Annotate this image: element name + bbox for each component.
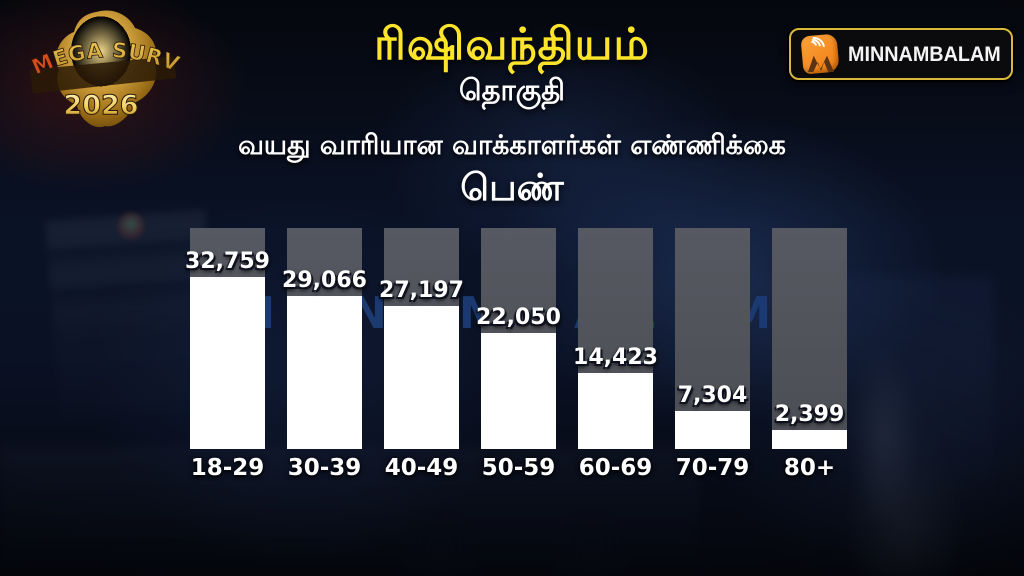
x-axis-label-70-79: 70-79 [675,455,750,481]
bar-column-40-49: 27,197 40-49 [379,228,464,480]
bar-value-label-80+: 2,399 [774,402,845,427]
x-axis-label-40-49: 40-49 [384,455,459,481]
bar-value-label-70-79: 7,304 [677,382,748,408]
mega-survey-2026-logo: MEGA SURVEY 2026 [7,0,186,134]
bar-value-label-40-49: 27,197 [379,277,464,303]
minnambalam-logo: MINNAMBALAM [789,28,1013,80]
background-emblem-glow [118,212,144,242]
x-axis-label-60-69: 60-69 [578,455,653,481]
bar-column-50-59: 22,050 50-59 [476,228,561,480]
bar-fill-18-29 [190,276,265,449]
bar-fill-70-79 [675,410,750,449]
x-axis-label-30-39: 30-39 [287,455,362,481]
bar-column-70-79: 7,304 70-79 [675,228,750,480]
bar-value-label-18-29: 32,759 [185,248,270,274]
bar-chart: 32,759 18-29 29,066 30-39 27,197 40-49 22,050 5… [185,228,847,480]
tamilnadu-gold-map-icon: MEGA SURVEY 2026 [7,0,183,128]
bar-value-label-50-59: 22,050 [476,305,561,330]
x-axis-label-80+: 80+ [783,455,836,481]
minnambalam-m-icon [798,32,840,75]
constituency-title: ரிஷிவந்தியம் [374,19,650,70]
bar-fill-80+ [772,430,847,449]
bar-fill-40-49 [384,305,459,449]
constituency-subtitle: தொகுதி [459,72,565,107]
bar-column-18-29: 32,759 18-29 [185,228,270,480]
x-axis-label-50-59: 50-59 [481,455,556,481]
bar-value-label-30-39: 29,066 [282,268,367,294]
bar-fill-30-39 [287,296,362,449]
bar-column-80+: 2,399 80+ [772,228,847,480]
svg-text:2026: 2026 [63,90,138,121]
x-axis-label-18-29: 18-29 [190,455,265,481]
bar-value-label-60-69: 14,423 [573,345,658,371]
bar-column-60-69: 14,423 60-69 [573,228,658,480]
bar-fill-60-69 [578,373,653,449]
minnambalam-wordmark: MINNAMBALAM [848,41,1001,66]
gender-label: பெண் [460,166,564,209]
bar-fill-50-59 [481,333,556,449]
chart-heading: வயது வாரியான வாக்காளர்கள் எண்ணிக்கை [238,130,786,161]
header-title-block: ரிஷிவந்தியம் தொகுதி [0,19,1024,111]
bar-column-30-39: 29,066 30-39 [282,228,367,480]
